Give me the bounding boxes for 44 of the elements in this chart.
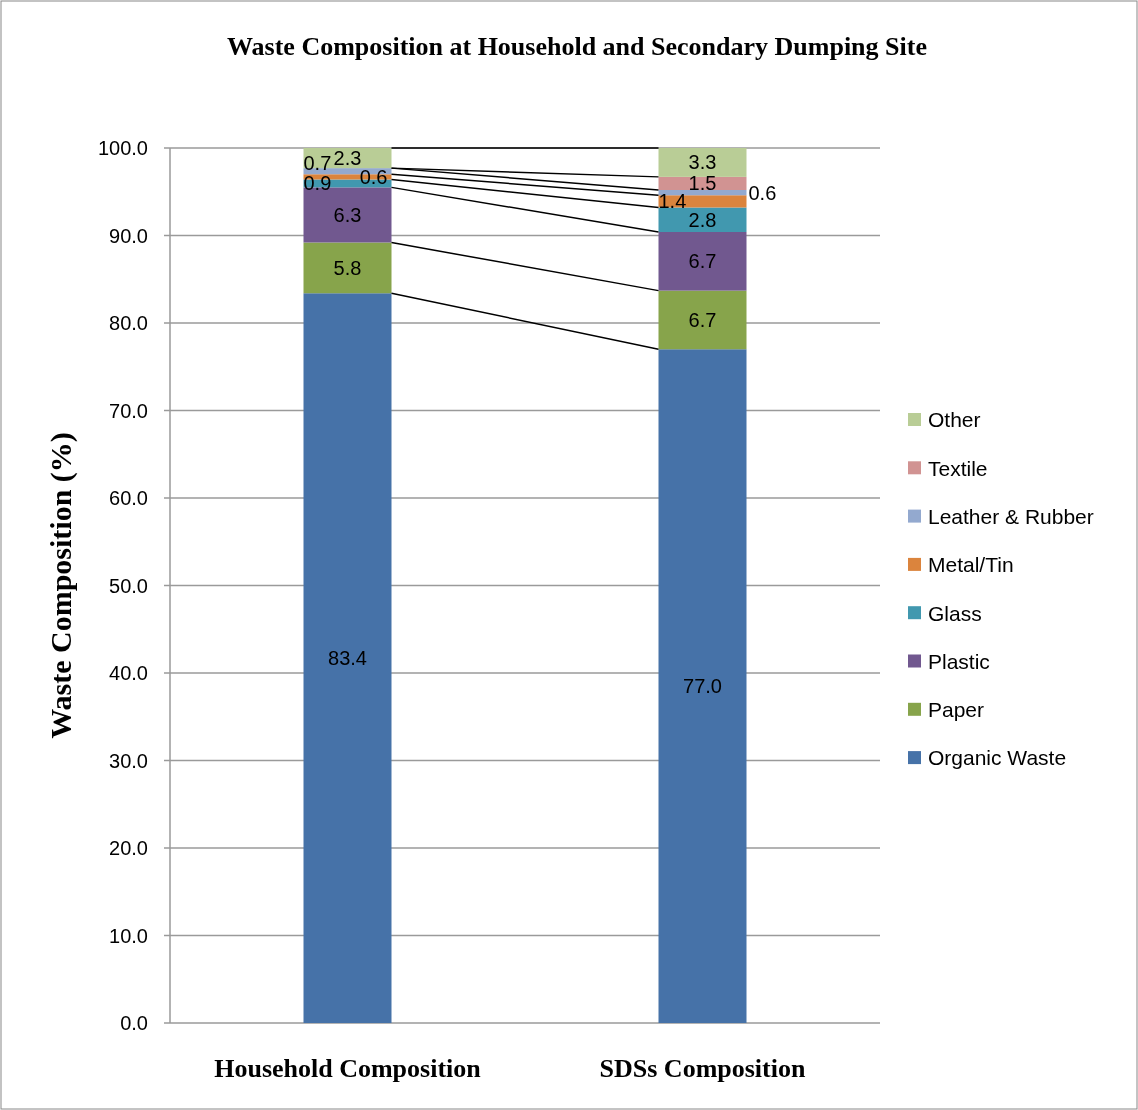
y-axis-title: Waste Composition (%) <box>43 432 78 739</box>
bar <box>658 148 747 177</box>
y-tick-label: 10.0 <box>109 924 148 947</box>
legend-label: Glass <box>928 601 982 625</box>
y-tick-label: 30.0 <box>109 749 148 772</box>
y-tick-label: 40.0 <box>109 662 148 684</box>
data-label: 83.4 <box>328 647 367 670</box>
bar <box>658 232 747 291</box>
data-label: 77.0 <box>683 675 722 698</box>
legend-label: Paper <box>928 698 985 722</box>
data-label: 2.3 <box>333 147 362 170</box>
bar <box>303 293 392 1023</box>
bar <box>658 349 747 1023</box>
y-tick-label: 50.0 <box>109 574 148 597</box>
x-tick-label: SDSs Composition <box>599 1054 806 1084</box>
legend-label: Plastic <box>928 649 990 673</box>
data-label: 1.4 <box>658 190 687 213</box>
data-label: 0.6 <box>748 181 777 204</box>
data-label: 6.7 <box>688 308 717 331</box>
data-label: 2.8 <box>688 208 717 231</box>
y-tick-label: 0.0 <box>120 1012 148 1034</box>
y-tick-label: 80.0 <box>109 312 148 334</box>
bar <box>658 190 747 196</box>
legend-label: Textile <box>928 456 988 480</box>
data-label: 6.7 <box>688 250 717 273</box>
x-tick-label: Household Composition <box>214 1054 482 1084</box>
bar <box>658 195 747 208</box>
y-tick-label: 20.0 <box>109 837 148 859</box>
data-label: 5.8 <box>333 256 362 279</box>
legend-label: Metal/Tin <box>928 553 1014 577</box>
y-tick-label: 90.0 <box>109 224 148 247</box>
bar <box>303 242 392 294</box>
legend-label: Organic Waste <box>928 746 1067 770</box>
chart-title: Waste Composition at Household and Secondary Dumping Site <box>227 32 927 62</box>
legend-label: Other <box>928 408 981 432</box>
data-label: 1.5 <box>688 172 717 195</box>
data-label: 0.7 <box>303 152 332 175</box>
y-tick-label: 100.0 <box>97 137 148 159</box>
data-label: 6.3 <box>333 203 362 226</box>
data-label: 3.3 <box>688 151 717 174</box>
legend-label: Leather & Rubber <box>928 504 1094 528</box>
bar <box>658 290 747 350</box>
y-tick-label: 60.0 <box>109 487 148 509</box>
y-tick-label: 70.0 <box>109 399 148 422</box>
